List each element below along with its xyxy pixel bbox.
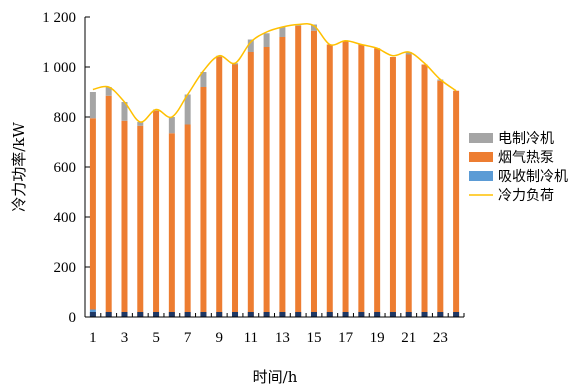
y-tick-label: 0 — [69, 310, 77, 326]
bar-segment — [405, 54, 412, 317]
bar-segment — [200, 87, 207, 317]
load-line — [92, 23, 457, 123]
bar-base-marker — [263, 312, 270, 317]
x-tick-label: 19 — [370, 330, 385, 346]
bar-base-marker — [310, 312, 317, 317]
x-tick-label: 5 — [152, 330, 160, 346]
bar-segment — [121, 120, 128, 317]
bar-base-marker — [326, 312, 333, 317]
bar-segment — [200, 72, 207, 87]
y-ticks: 0 200 400 600 800 1 000 1 200 — [42, 10, 90, 326]
x-axis-title: 时间/h — [253, 368, 298, 386]
bar-base-marker — [137, 312, 144, 317]
bar-base-marker — [389, 312, 396, 317]
bar-segment — [405, 52, 412, 55]
y-tick-label: 1 000 — [42, 60, 76, 76]
bar-base-marker — [121, 312, 128, 317]
bar-base-marker — [105, 312, 112, 317]
x-tick-label: 1 — [89, 330, 97, 346]
x-tick-label: 11 — [244, 330, 258, 346]
x-tick-label: 17 — [338, 330, 354, 346]
bar-base-marker — [232, 312, 239, 317]
bar-segment — [137, 122, 144, 126]
bar-base-marker — [437, 312, 444, 317]
y-tick-label: 600 — [54, 160, 77, 176]
y-tick-label: 800 — [54, 110, 77, 126]
x-tick-label: 21 — [401, 330, 416, 346]
bar-base-marker — [216, 312, 223, 317]
x-tick-label: 3 — [121, 330, 129, 346]
bar-segment — [247, 39, 254, 52]
bar-segment — [295, 25, 302, 317]
bar-segment — [279, 27, 286, 37]
bar-base-marker — [421, 312, 428, 317]
bar-segment — [184, 94, 191, 125]
x-tick-label: 23 — [433, 330, 448, 346]
bar-base-marker — [200, 312, 207, 317]
bar-segment — [232, 64, 239, 317]
bar-base-marker — [374, 312, 381, 317]
bar-segment — [89, 92, 96, 119]
bar-segment — [437, 80, 444, 317]
x-tick-label: 15 — [306, 330, 321, 346]
bar-segment — [421, 64, 428, 317]
bar-base-marker — [184, 312, 191, 317]
x-tick-label: 7 — [184, 330, 192, 346]
bar-segment — [374, 48, 381, 315]
bar-base-marker — [358, 312, 365, 317]
legend-swatch — [469, 171, 493, 181]
y-tick-label: 400 — [54, 210, 77, 226]
legend-label: 烟气热泵 — [498, 150, 554, 166]
bar-base-marker — [247, 312, 254, 317]
bar-segment — [89, 118, 96, 310]
x-tick-label: 9 — [215, 330, 223, 346]
bar-segment — [137, 125, 144, 317]
legend-label: 吸收制冷机 — [498, 169, 568, 185]
bar-segment — [310, 24, 317, 31]
bar-segment — [184, 124, 191, 317]
y-axis-title: 冷力功率/kW — [10, 122, 28, 212]
bar-segment — [263, 33, 270, 47]
bar-segment — [247, 52, 254, 317]
bar-segment — [263, 47, 270, 317]
bar-segment — [121, 102, 128, 121]
bar-segment — [342, 40, 349, 317]
y-tick-label: 1 200 — [42, 10, 76, 26]
bars-layer — [89, 24, 460, 317]
bar-base-marker — [89, 312, 96, 317]
bar-base-marker — [342, 312, 349, 317]
legend-label: 冷力负荷 — [498, 188, 554, 204]
y-tick-label: 200 — [54, 260, 77, 276]
x-ticks: 1 3 5 7 9 11 13 15 17 19 21 23 — [84, 313, 465, 346]
bar-segment — [453, 90, 460, 317]
bar-segment — [105, 87, 112, 96]
bar-segment — [358, 44, 365, 317]
bar-segment — [310, 30, 317, 317]
bar-segment — [216, 57, 223, 317]
load-line-layer — [92, 23, 457, 123]
legend-swatch — [469, 133, 493, 143]
bar-base-marker — [453, 312, 460, 317]
bar-base-marker — [153, 312, 160, 317]
bar-segment — [153, 110, 160, 317]
x-tick-label: 13 — [275, 330, 290, 346]
bar-segment — [105, 95, 112, 317]
bar-segment — [326, 44, 333, 317]
bar-segment — [168, 117, 175, 134]
bar-base-marker — [279, 312, 286, 317]
bar-base-marker — [168, 312, 175, 317]
legend-label: 电制冷机 — [498, 131, 554, 147]
bar-segment — [168, 133, 175, 317]
bar-base-marker — [405, 312, 412, 317]
legend-swatch — [469, 152, 493, 162]
bar-segment — [279, 37, 286, 317]
bar-segment — [389, 57, 396, 317]
bar-base-marker — [295, 312, 302, 317]
